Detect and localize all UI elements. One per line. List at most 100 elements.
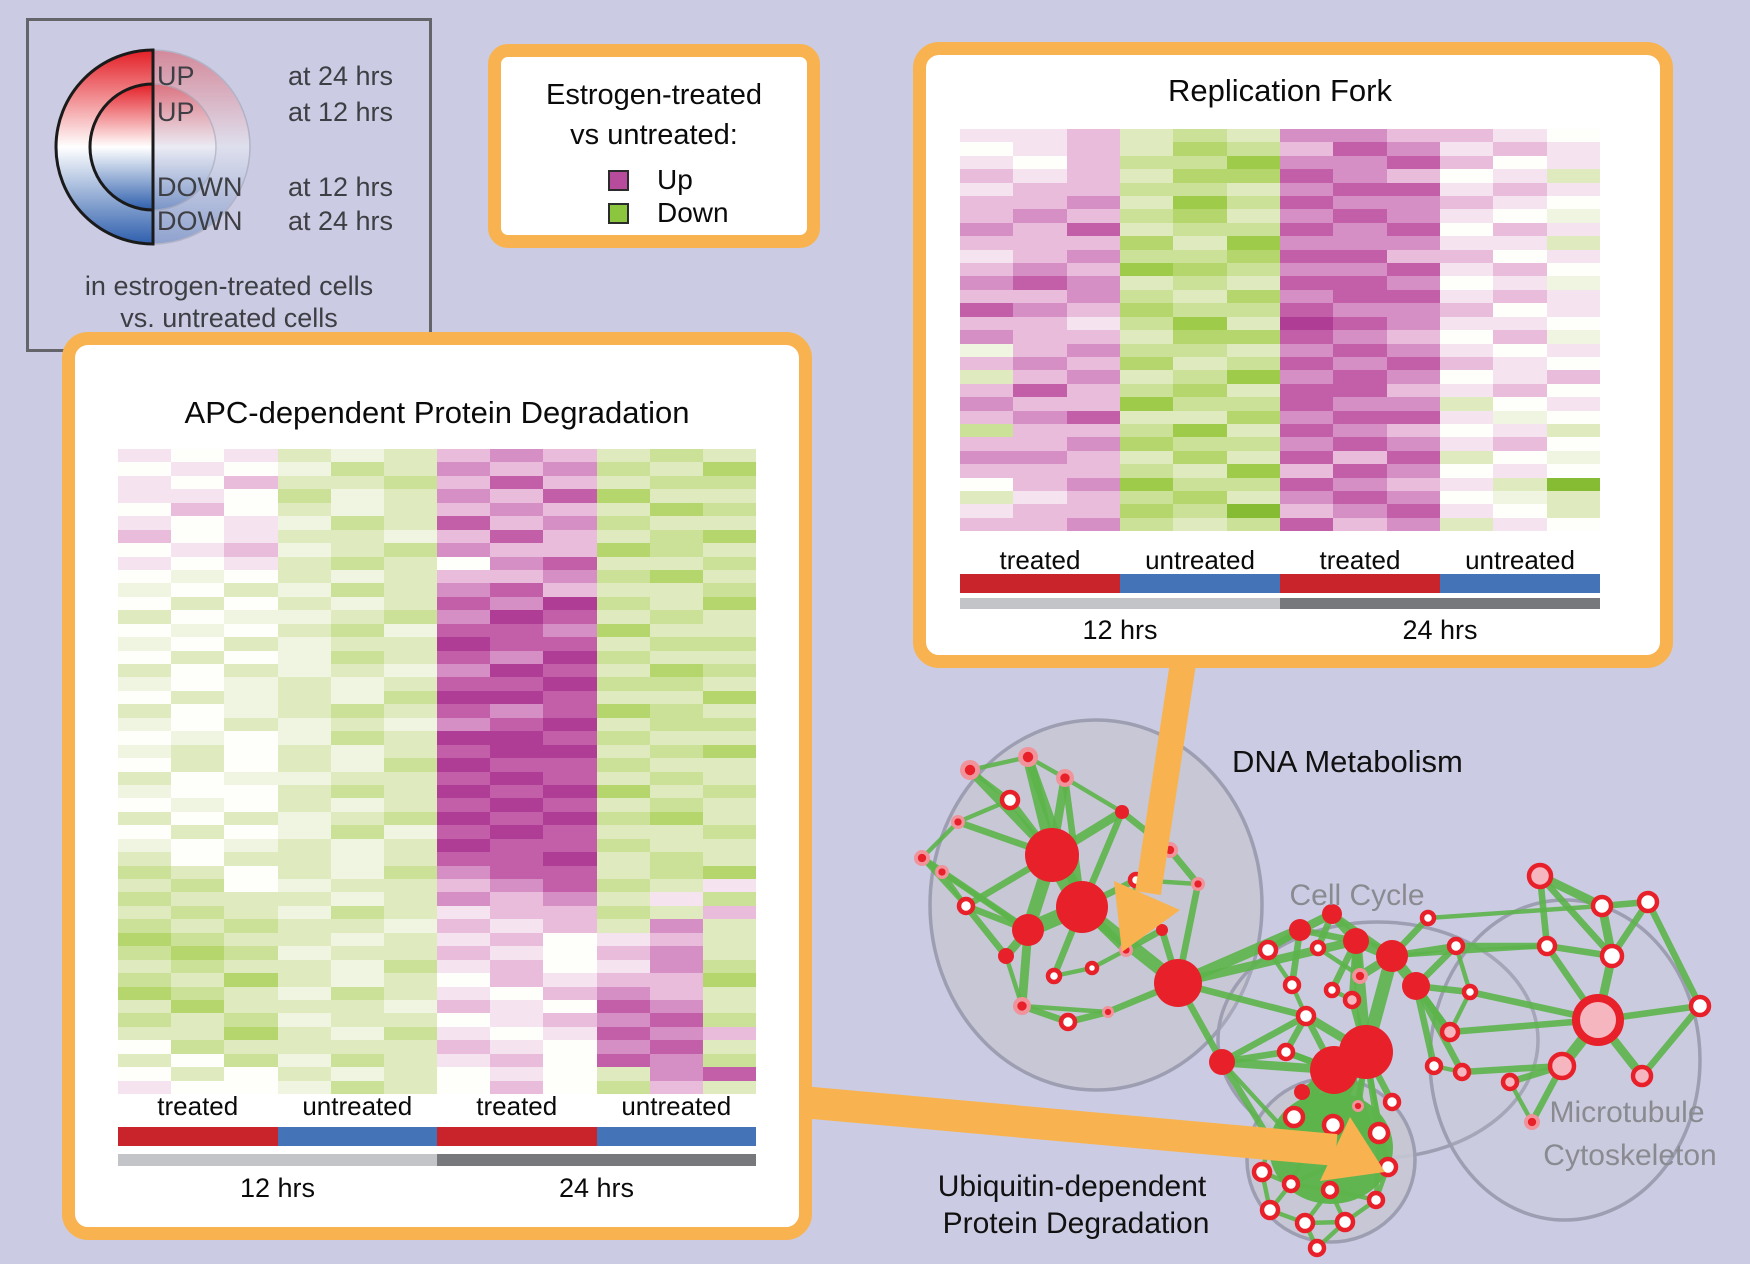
heatmap-cell: [1279, 410, 1334, 424]
heatmap-cell: [383, 771, 438, 785]
heatmap-cell: [1546, 450, 1600, 465]
network-node: [1295, 1005, 1317, 1027]
heatmap-cell: [1386, 289, 1440, 304]
heatmap-cell: [383, 543, 438, 557]
heatmap-cell: [1173, 222, 1227, 237]
heatmap-cell: [490, 999, 544, 1014]
heatmap-cell: [1279, 490, 1334, 505]
heatmap-cell: [383, 462, 438, 476]
heatmap-cell: [1173, 236, 1227, 250]
heatmap-cell: [1066, 129, 1120, 143]
heatmap-cell: [277, 596, 331, 611]
heatmap-row: [118, 596, 757, 611]
heatmap-cell: [224, 744, 278, 759]
heatmap-cell: [277, 610, 331, 624]
replication-fork-title: Replication Fork: [1168, 73, 1392, 108]
heatmap-cell: [1546, 142, 1600, 156]
heatmap-cell: [224, 475, 278, 490]
heatmap-cell: [1119, 477, 1174, 491]
condition-bar-segment: [1280, 574, 1440, 593]
heatmap-cell: [1013, 490, 1067, 505]
condition-group-label: untreated: [1465, 545, 1575, 575]
heatmap-row: [118, 838, 757, 853]
heatmap-cell: [1386, 196, 1440, 210]
replication-fork-panel: Replication Fork treated untreated treated…: [913, 42, 1673, 668]
heatmap-cell: [649, 462, 703, 476]
heatmap-cell: [118, 973, 172, 987]
heatmap-cell: [330, 475, 384, 490]
heatmap-row: [960, 263, 1600, 277]
heatmap-cell: [383, 838, 438, 853]
heatmap-cell: [224, 1080, 278, 1094]
heatmap-cell: [649, 744, 703, 759]
network-node: [1367, 1121, 1391, 1145]
heatmap-cell: [1066, 222, 1120, 237]
heatmap-cell: [1279, 464, 1334, 478]
heatmap-cell: [702, 852, 757, 866]
heatmap-cell: [1546, 249, 1600, 264]
heatmap-cell: [649, 731, 703, 745]
heatmap-cell: [171, 596, 225, 611]
heatmap-cell: [702, 596, 757, 611]
heatmap-cell: [1013, 236, 1067, 250]
heatmap-cell: [543, 1067, 597, 1081]
heatmap-cell: [224, 999, 278, 1014]
heatmap-cell: [649, 879, 703, 893]
heatmap-cell: [171, 1067, 225, 1081]
up-down-ring-glyph: [54, 48, 251, 246]
heatmap-cell: [1386, 142, 1440, 156]
heatmap-cell: [118, 1080, 172, 1094]
heatmap-cell: [277, 664, 331, 678]
heatmap-cell: [437, 758, 491, 772]
heatmap-cell: [277, 690, 331, 705]
heatmap-cell: [1493, 330, 1547, 344]
heatmap-cell: [383, 865, 438, 879]
heatmap-row: [118, 731, 757, 745]
heatmap-cell: [1439, 263, 1494, 277]
heatmap-row: [118, 623, 757, 638]
heatmap-cell: [330, 771, 384, 785]
heatmap-cell: [649, 838, 703, 853]
heatmap-cell: [543, 583, 597, 597]
heatmap-cell: [277, 959, 331, 974]
heatmap-cell: [383, 1053, 438, 1068]
heatmap-row: [960, 316, 1600, 331]
heatmap-cell: [277, 449, 331, 463]
heatmap-cell: [118, 1053, 172, 1068]
heatmap-cell: [1173, 356, 1227, 371]
time-label: 12 hrs: [1082, 615, 1158, 645]
heatmap-cell: [330, 1080, 384, 1094]
network-node: [1343, 928, 1369, 954]
heatmap-cell: [1119, 263, 1174, 277]
heatmap-cell: [330, 986, 384, 1000]
heatmap-cell: [1386, 370, 1440, 384]
heatmap-row: [118, 556, 757, 570]
heatmap-cell: [277, 798, 331, 812]
heatmap-cell: [960, 450, 1014, 465]
heatmap-cell: [490, 677, 544, 691]
heatmap-cell: [649, 529, 703, 544]
heatmap-cell: [1546, 182, 1600, 197]
network-edge: [1219, 1060, 1273, 1142]
heatmap-cell: [649, 623, 703, 638]
arrow-replication-to-dna: [1114, 648, 1198, 952]
heatmap-cell: [330, 1040, 384, 1054]
condition-bar-segment: [277, 1127, 437, 1146]
heatmap-cell: [960, 316, 1014, 331]
heatmap-row: [118, 516, 757, 530]
heatmap-cell: [1173, 423, 1227, 438]
heatmap-cell: [171, 758, 225, 772]
heatmap-cell: [118, 596, 172, 611]
heatmap-cell: [277, 811, 331, 826]
heatmap-cell: [1493, 464, 1547, 478]
heatmap-cell: [1119, 303, 1174, 317]
heatmap-row: [960, 517, 1600, 532]
heatmap-cell: [702, 973, 757, 987]
heatmap-cell: [277, 744, 331, 759]
heatmap-cell: [1013, 450, 1067, 465]
heatmap-cell: [1493, 182, 1547, 197]
heatmap-cell: [1013, 263, 1067, 277]
heatmap-cell: [490, 758, 544, 772]
heatmap-cell: [1066, 263, 1120, 277]
heatmap-cell: [171, 1026, 225, 1041]
